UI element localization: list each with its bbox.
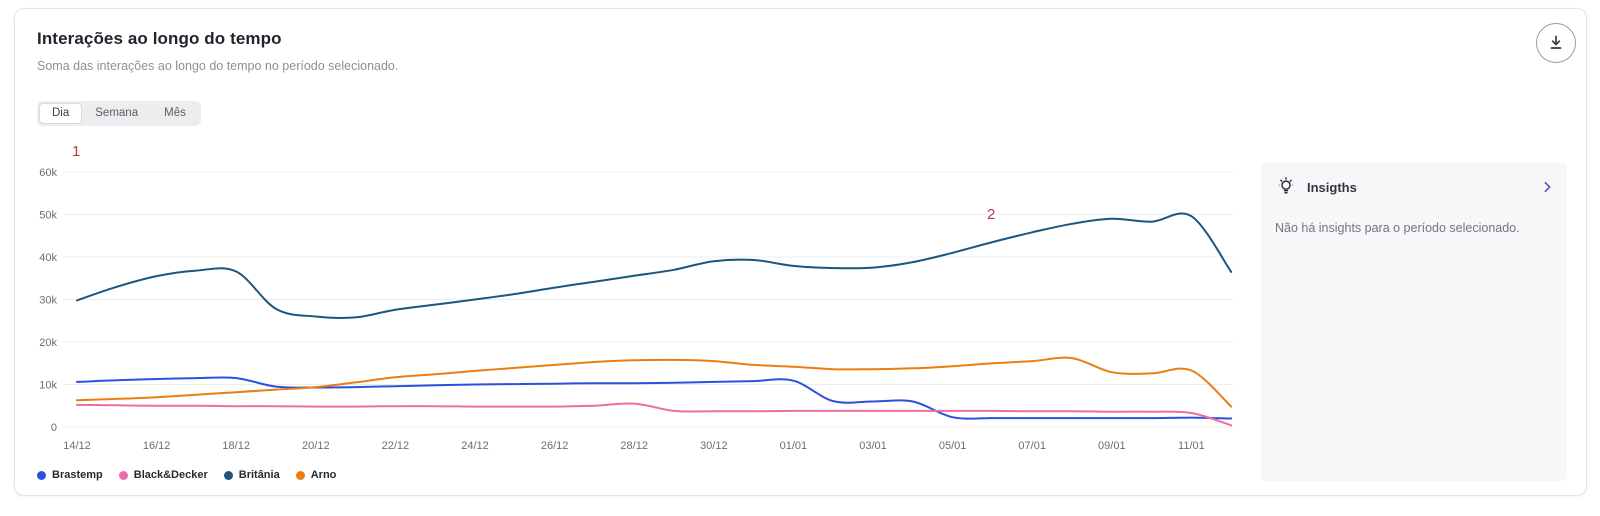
y-axis-tick: 50k xyxy=(39,210,57,222)
chart-legend: Brastemp Black&Decker Britânia Arno xyxy=(37,469,336,481)
x-axis-tick: 14/12 xyxy=(63,440,91,452)
download-button[interactable] xyxy=(1536,23,1576,63)
legend-dot-icon xyxy=(295,470,305,480)
legend-dot-icon xyxy=(223,470,233,480)
legend-dot-icon xyxy=(37,470,46,480)
chevron-right-icon[interactable] xyxy=(1539,179,1555,195)
period-tabbar: Dia Semana Mês xyxy=(37,101,201,126)
page-title: Interações ao longo do tempo xyxy=(37,29,282,48)
y-axis-tick: 60k xyxy=(39,167,57,179)
tab-semana[interactable]: Semana xyxy=(95,107,139,119)
legend-item-black-decker[interactable]: Black&Decker xyxy=(118,469,208,481)
legend-item-brit-nia[interactable]: Britânia xyxy=(223,469,280,481)
y-axis-tick: 0 xyxy=(51,422,57,434)
legend-item-brastemp[interactable]: Brastemp xyxy=(37,469,103,481)
y-axis-tick: 30k xyxy=(39,295,57,307)
y-axis-tick: 20k xyxy=(39,337,57,349)
annotation-1: 1 xyxy=(72,143,81,160)
x-axis-tick: 18/12 xyxy=(222,440,250,452)
x-axis-tick: 28/12 xyxy=(620,440,648,452)
x-axis-tick: 11/01 xyxy=(1178,440,1205,452)
x-axis-tick: 16/12 xyxy=(143,440,171,452)
series-line-black-decker xyxy=(76,402,1233,427)
annotation-2: 2 xyxy=(987,206,996,223)
legend-label: Britânia xyxy=(238,469,280,481)
x-axis-tick: 20/12 xyxy=(302,440,330,452)
x-axis-tick: 22/12 xyxy=(382,440,410,452)
x-axis-tick: 03/01 xyxy=(859,440,887,452)
series-line-brastemp xyxy=(76,376,1233,420)
insights-header[interactable]: Insigths xyxy=(1275,175,1555,199)
tab-dia[interactable]: Dia xyxy=(39,103,83,124)
y-axis-tick: 10k xyxy=(39,380,57,392)
legend-item-arno[interactable]: Arno xyxy=(295,469,337,481)
x-axis-tick: 26/12 xyxy=(541,440,569,452)
insights-title: Insigths xyxy=(1307,179,1357,195)
insights-message: Não há insights para o período seleciona… xyxy=(1275,221,1520,235)
insights-panel: Insigths Não há insights para o período … xyxy=(1261,163,1567,481)
interactions-chart-card: Interações ao longo do tempo Soma das in… xyxy=(14,8,1587,496)
x-axis-tick: 01/01 xyxy=(780,440,808,452)
legend-label: Arno xyxy=(310,469,337,481)
page-subtitle: Soma das interações ao longo do tempo no… xyxy=(37,59,399,73)
x-axis-tick: 05/01 xyxy=(939,440,967,452)
series-line-brit-nia xyxy=(76,212,1233,319)
tab-mês[interactable]: Mês xyxy=(164,107,186,119)
legend-dot-icon xyxy=(118,470,128,480)
download-icon xyxy=(1546,33,1566,53)
legend-label: Black&Decker xyxy=(133,469,208,481)
x-axis-tick: 07/01 xyxy=(1018,440,1046,452)
y-axis-tick: 40k xyxy=(39,252,57,264)
line-chart: 0 10k 20k 30k 40k 50k 60k 14/12 16/12 18/12 20/12 2… xyxy=(39,167,1233,452)
x-axis-tick: 09/01 xyxy=(1098,440,1126,452)
lightbulb-icon xyxy=(1275,176,1297,198)
x-axis-tick: 30/12 xyxy=(700,440,728,452)
legend-label: Brastemp xyxy=(52,469,103,481)
x-axis-tick: 24/12 xyxy=(461,440,489,452)
series-line-arno xyxy=(76,356,1233,408)
